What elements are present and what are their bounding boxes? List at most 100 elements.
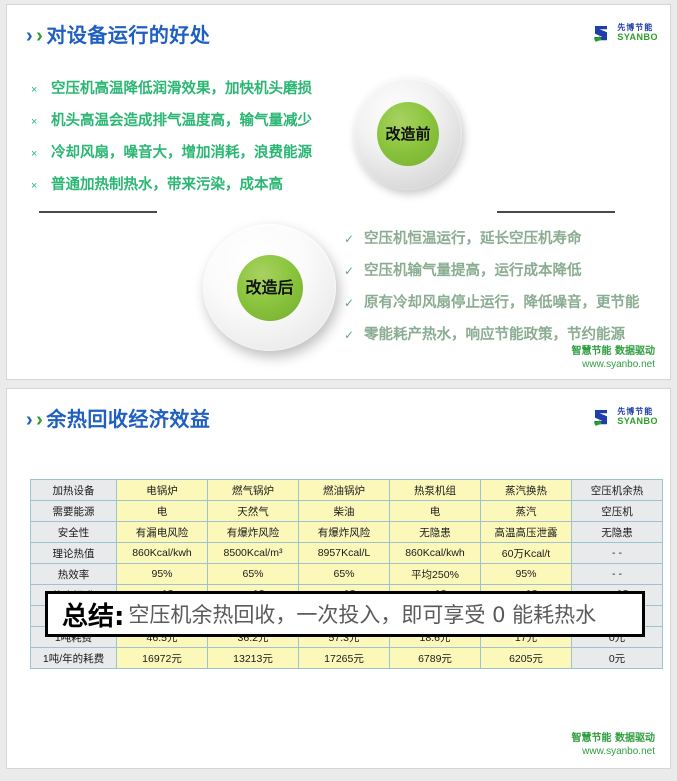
- table-cell: 有爆炸风险: [298, 521, 390, 543]
- table-cell: 平均250%: [389, 563, 481, 585]
- table-cell: 6205元: [480, 647, 572, 669]
- benefits-list: ✓ 空压机恒温运行，延长空压机寿命 ✓ 空压机输气量提高，运行成本降低 ✓ 原有…: [344, 227, 670, 355]
- economics-table-wrapper: 加热设备 电锅炉 燃气锅炉 燃油锅炉 热泵机组 蒸汽换热 空压机余热 需要能源电天然气 柴油电蒸…: [30, 479, 663, 669]
- list-item-label: 空压机高温降低润滑效果，加快机头磨损: [51, 80, 312, 97]
- footer-tagline: 智慧节能 数据驱动: [571, 733, 655, 744]
- cross-marker-icon: ×: [31, 148, 38, 160]
- table-cell: 电锅炉: [116, 479, 208, 501]
- footer-url[interactable]: www.syanbo.net: [582, 745, 655, 757]
- table-cell: 6789元: [389, 647, 481, 669]
- list-item: × 冷却风扇，噪音大，增加消耗，浪费能源: [31, 141, 341, 162]
- table-cell: 热泵机组: [389, 479, 481, 501]
- table-cell: 无隐患: [571, 521, 663, 543]
- table-row: 需要能源电天然气 柴油电蒸汽 空压机: [30, 500, 663, 522]
- table-cell: 16972元: [116, 647, 208, 669]
- list-item: ✓ 空压机恒温运行，延长空压机寿命: [344, 227, 670, 248]
- table-cell: 0元: [571, 647, 663, 669]
- table-cell: 无隐患: [389, 521, 481, 543]
- slide-footer: 智慧节能 数据驱动 www.syanbo.net: [572, 733, 655, 758]
- footer-url[interactable]: www.syanbo.net: [582, 358, 655, 370]
- check-marker-icon: ✓: [344, 296, 355, 310]
- page-title-text: 对设备运行的好处: [46, 25, 211, 47]
- table-cell: 电: [389, 500, 481, 522]
- page-title-text: 余热回收经济效益: [46, 409, 211, 431]
- brand-logo: 先博节能 SYANBO: [592, 22, 658, 44]
- chevron-right-green-icon: ›: [36, 25, 44, 47]
- table-cell: - -: [571, 563, 663, 585]
- before-state-badge: 改造前: [354, 78, 462, 190]
- table-cell: 13213元: [207, 647, 299, 669]
- table-cell: 蒸汽: [480, 500, 572, 522]
- list-item-label: 普通加热制热水，带来污染，成本高: [51, 176, 283, 193]
- table-row: 1吨/年的耗费 16972元 13213元 17265元 6789元 6205元 0元: [30, 647, 663, 669]
- economics-comparison-table: 加热设备 电锅炉 燃气锅炉 燃油锅炉 热泵机组 蒸汽换热 空压机余热 需要能源电天然气 柴油电蒸…: [30, 479, 663, 669]
- table-row: 安全性 有漏电风险 有爆炸风险 有爆炸风险 无隐患 高温高压泄露 无隐患: [30, 521, 663, 543]
- cross-marker-icon: ×: [31, 180, 38, 192]
- check-marker-icon: ✓: [344, 232, 355, 246]
- s-logo-icon: [592, 406, 614, 428]
- brand-name-cn: 先博节能: [617, 23, 654, 32]
- slide-footer: 智慧节能 数据驱动 www.syanbo.net: [572, 346, 655, 371]
- after-state-badge: 改造后: [203, 224, 336, 351]
- summary-label: 总结:: [62, 601, 125, 632]
- s-logo-icon: [592, 22, 614, 44]
- check-marker-icon: ✓: [344, 328, 355, 342]
- list-item-label: 原有冷却风扇停止运行，降低噪音，更节能: [364, 294, 640, 311]
- table-cell: 天然气: [207, 500, 299, 522]
- footer-tagline: 智慧节能 数据驱动: [571, 346, 655, 357]
- before-state-label: 改造前: [377, 102, 439, 166]
- after-state-text: 改造后: [245, 277, 294, 297]
- table-cell: 65%: [298, 563, 390, 585]
- table-cell: - -: [571, 542, 663, 564]
- page-title: › › 对设备运行的好处: [26, 19, 210, 48]
- table-row: 热效率 95% 65% 65% 平均250% 95% - -: [30, 563, 663, 585]
- table-cell: 空压机: [571, 500, 663, 522]
- table-cell: 17265元: [298, 647, 390, 669]
- list-item-label: 空压机恒温运行，延长空压机寿命: [364, 230, 582, 247]
- list-item-label: 冷却风扇，噪音大，增加消耗，浪费能源: [51, 144, 312, 161]
- table-row: 加热设备 电锅炉 燃气锅炉 燃油锅炉 热泵机组 蒸汽换热 空压机余热: [30, 479, 663, 501]
- table-row-label: 安全性: [30, 521, 117, 543]
- list-item-label: 零能耗产热水，响应节能政策，节约能源: [364, 326, 625, 343]
- problems-list: × 空压机高温降低润滑效果，加快机头磨损 × 机头高温会造成排气温度高，输气量减…: [31, 77, 341, 205]
- brand-name-en: SYANBO: [617, 32, 658, 42]
- table-cell: 燃气锅炉: [207, 479, 299, 501]
- table-cell: 95%: [480, 563, 572, 585]
- list-item: × 机头高温会造成排气温度高，输气量减少: [31, 109, 341, 130]
- table-row-label: 热效率: [30, 563, 117, 585]
- brand-logo-text: 先博节能 SYANBO: [617, 24, 658, 42]
- table-cell: 柴油: [298, 500, 390, 522]
- table-cell: 蒸汽换热: [480, 479, 572, 501]
- cross-marker-icon: ×: [31, 84, 38, 96]
- table-cell: 高温高压泄露: [480, 521, 572, 543]
- table-row-label: 1吨/年的耗费: [30, 647, 117, 669]
- page-title: › › 余热回收经济效益: [26, 403, 210, 432]
- summary-banner: 总结: 空压机余热回收，一次投入，即可享受 0 能耗热水: [45, 591, 645, 637]
- summary-text: 空压机余热回收，一次投入，即可享受 0 能耗热水: [128, 603, 597, 627]
- after-state-label: 改造后: [236, 254, 303, 321]
- table-cell: 8957Kcal/L: [298, 542, 390, 564]
- before-state-text: 改造前: [385, 124, 431, 143]
- list-item: ✓ 零能耗产热水，响应节能政策，节约能源: [344, 323, 670, 344]
- table-cell: 电: [116, 500, 208, 522]
- table-cell: 860Kcal/kwh: [116, 542, 208, 564]
- divider-right: [497, 211, 615, 213]
- list-item-label: 机头高温会造成排气温度高，输气量减少: [51, 112, 312, 129]
- list-item: ✓ 空压机输气量提高，运行成本降低: [344, 259, 670, 280]
- chevron-right-blue-icon: ›: [26, 409, 34, 431]
- economics-table-body: 加热设备 电锅炉 燃气锅炉 燃油锅炉 热泵机组 蒸汽换热 空压机余热 需要能源电天然气 柴油电蒸…: [30, 479, 663, 669]
- brand-logo: 先博节能 SYANBO: [592, 406, 658, 428]
- table-row-label: 需要能源: [30, 500, 117, 522]
- table-cell: 有爆炸风险: [207, 521, 299, 543]
- table-cell: 空压机余热: [571, 479, 663, 501]
- table-cell: 95%: [116, 563, 208, 585]
- table-cell: 有漏电风险: [116, 521, 208, 543]
- brand-name-en: SYANBO: [617, 416, 658, 426]
- table-cell: 60万Kcal/t: [480, 542, 572, 564]
- slide-waste-heat-economics: › › 余热回收经济效益 先博节能 SYANBO 加热设备 电锅炉 燃气锅炉 燃油锅炉 热泵…: [6, 388, 671, 769]
- brand-logo-text: 先博节能 SYANBO: [617, 408, 658, 426]
- list-item-label: 空压机输气量提高，运行成本降低: [364, 262, 582, 279]
- check-marker-icon: ✓: [344, 264, 355, 278]
- chevron-right-green-icon: ›: [36, 409, 44, 431]
